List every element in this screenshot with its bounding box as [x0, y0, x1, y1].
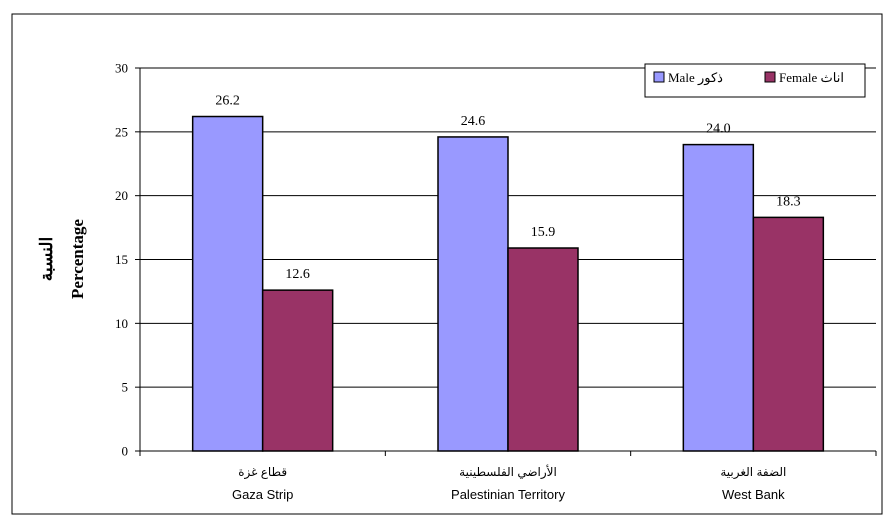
bar — [261, 289, 334, 452]
x-ticks — [139, 451, 877, 456]
legend-swatch-female — [764, 71, 776, 83]
legend: Male ذكور Female اناث — [644, 63, 866, 98]
y-axis-title-arabic: النسبة — [37, 237, 56, 281]
legend-swatch-male — [653, 71, 665, 83]
category-label: Gaza Strip — [232, 487, 293, 502]
bars — [191, 115, 825, 452]
y-tick-label: 10 — [115, 316, 128, 331]
legend-box — [644, 63, 866, 98]
data-labels: 26.2 12.6 24.6 15.9 24.0 18.3 — [215, 94, 800, 283]
y-tick-label: 0 — [122, 444, 129, 459]
category-label-arabic: الضفة الغربية — [720, 465, 786, 480]
data-label: 18.3 — [776, 194, 801, 209]
category-label-arabic: قطاع غزة — [238, 465, 287, 480]
bar — [752, 216, 825, 452]
data-label: 26.2 — [215, 94, 240, 109]
bar — [507, 247, 579, 452]
legend-label-female: Female اناث — [779, 70, 844, 85]
y-tick-label: 5 — [122, 380, 129, 395]
category-label: West Bank — [722, 487, 785, 502]
legend-label-male: Male ذكور — [668, 70, 723, 86]
y-tick-label: 15 — [115, 252, 128, 267]
category-label: Palestinian Territory — [451, 487, 565, 502]
bar — [191, 115, 264, 452]
y-tick-label: 30 — [115, 61, 128, 76]
category-labels: قطاع غزة Gaza Strip الأراضي الفلسطينية Pale… — [232, 464, 786, 502]
category-label-arabic: الأراضي الفلسطينية — [459, 464, 557, 480]
y-ticks: 0 5 10 15 20 25 30 — [115, 61, 140, 459]
bar — [682, 143, 755, 452]
data-label: 24.0 — [706, 122, 731, 137]
bar — [437, 136, 509, 452]
y-tick-label: 25 — [115, 124, 128, 139]
y-axis-title: Percentage — [68, 219, 87, 299]
y-tick-label: 20 — [115, 188, 128, 203]
data-label: 24.6 — [461, 114, 486, 129]
data-label: 12.6 — [285, 267, 310, 282]
data-label: 15.9 — [531, 225, 556, 240]
